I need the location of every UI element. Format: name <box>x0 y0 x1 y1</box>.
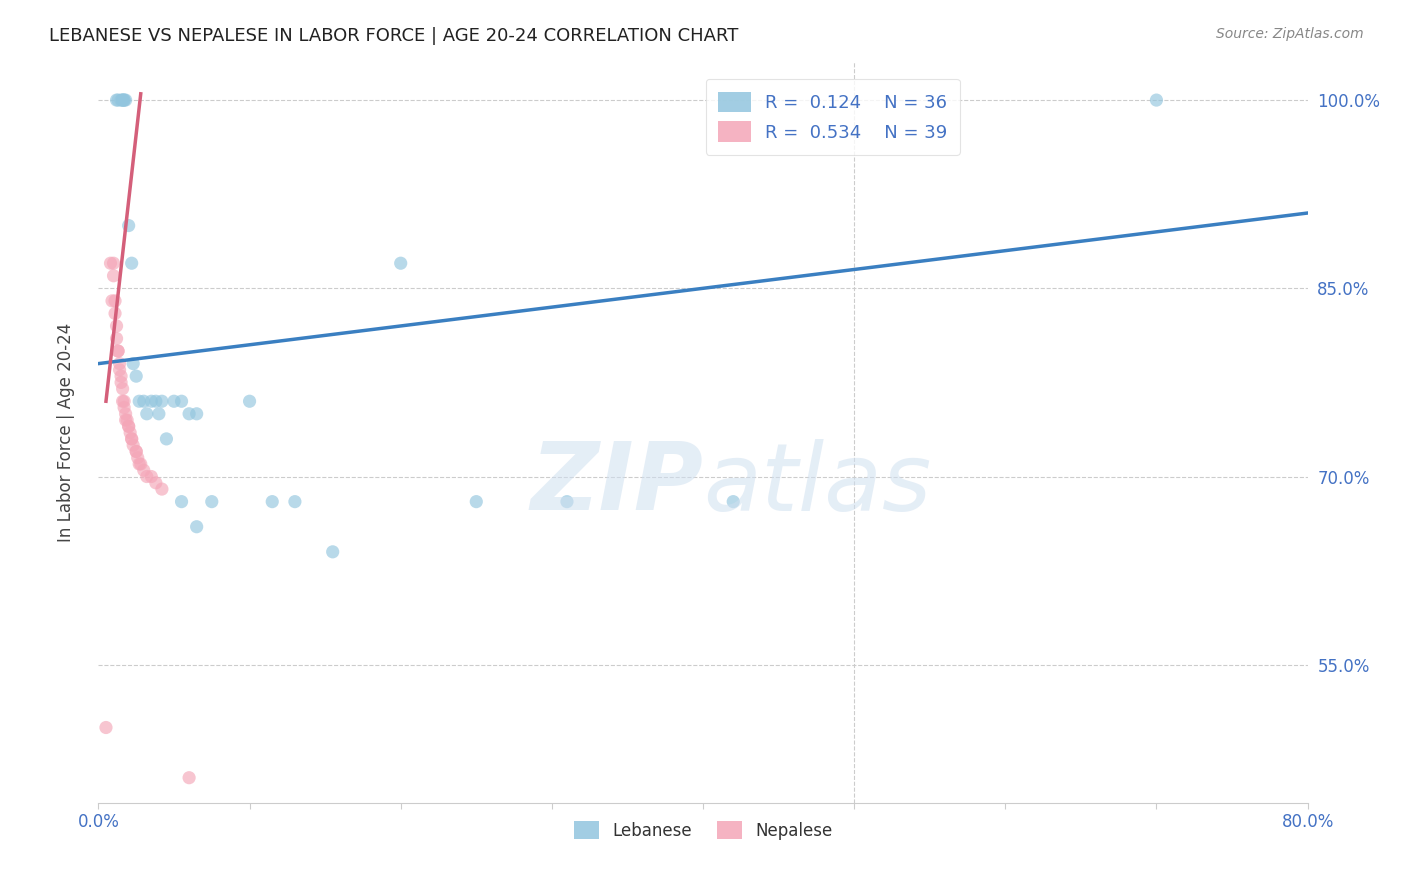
Point <box>132 463 155 477</box>
Point <box>115 413 138 427</box>
Point <box>148 407 170 421</box>
Point <box>284 494 307 508</box>
Point <box>125 369 148 384</box>
Point <box>107 344 129 359</box>
Text: atlas: atlas <box>703 439 931 530</box>
Point <box>112 93 135 107</box>
Point <box>108 363 131 377</box>
Point <box>110 376 132 390</box>
Point <box>150 394 173 409</box>
Point <box>100 256 122 270</box>
Point <box>121 432 143 446</box>
Point <box>121 432 143 446</box>
Point <box>322 545 344 559</box>
Point <box>128 394 150 409</box>
Point <box>104 306 127 320</box>
Point <box>145 475 167 490</box>
Point <box>1144 93 1167 107</box>
Point <box>110 93 132 107</box>
Point <box>111 394 134 409</box>
Point <box>186 407 208 421</box>
Point <box>179 407 201 421</box>
Point <box>112 401 135 415</box>
Point <box>111 93 134 107</box>
Point <box>121 256 143 270</box>
Point <box>118 419 141 434</box>
Point <box>103 268 125 283</box>
Point <box>112 394 135 409</box>
Text: Source: ZipAtlas.com: Source: ZipAtlas.com <box>1216 27 1364 41</box>
Point <box>105 93 128 107</box>
Point <box>127 450 149 465</box>
Point <box>108 357 131 371</box>
Point <box>170 394 193 409</box>
Point <box>111 382 134 396</box>
Point <box>186 520 208 534</box>
Point <box>112 93 135 107</box>
Point <box>122 357 145 371</box>
Point <box>201 494 224 508</box>
Point <box>107 93 129 107</box>
Point <box>170 494 193 508</box>
Point <box>141 394 163 409</box>
Point <box>114 407 136 421</box>
Point <box>141 469 163 483</box>
Point <box>179 771 201 785</box>
Point <box>155 432 177 446</box>
Point <box>465 494 488 508</box>
Point <box>114 413 136 427</box>
Point <box>122 438 145 452</box>
Point <box>135 469 157 483</box>
Point <box>132 394 155 409</box>
Legend: Lebanese, Nepalese: Lebanese, Nepalese <box>567 814 839 847</box>
Point <box>111 93 134 107</box>
Point <box>118 219 141 233</box>
Point <box>262 494 284 508</box>
Point <box>94 721 117 735</box>
Point <box>389 256 412 270</box>
Point <box>125 444 148 458</box>
Text: ZIP: ZIP <box>530 439 703 531</box>
Point <box>128 457 150 471</box>
Point <box>104 293 127 308</box>
Point <box>129 457 152 471</box>
Point <box>135 407 157 421</box>
Point <box>105 318 128 333</box>
Point <box>107 344 129 359</box>
Point <box>105 331 128 345</box>
Point <box>120 425 142 440</box>
Y-axis label: In Labor Force | Age 20-24: In Labor Force | Age 20-24 <box>56 323 75 542</box>
Point <box>150 482 173 496</box>
Point <box>125 444 148 458</box>
Point <box>101 293 124 308</box>
Point <box>723 494 745 508</box>
Point <box>145 394 167 409</box>
Point <box>110 369 132 384</box>
Point <box>555 494 578 508</box>
Point <box>163 394 186 409</box>
Point <box>118 419 141 434</box>
Text: LEBANESE VS NEPALESE IN LABOR FORCE | AGE 20-24 CORRELATION CHART: LEBANESE VS NEPALESE IN LABOR FORCE | AG… <box>49 27 738 45</box>
Point <box>239 394 262 409</box>
Point <box>114 93 136 107</box>
Point <box>103 256 125 270</box>
